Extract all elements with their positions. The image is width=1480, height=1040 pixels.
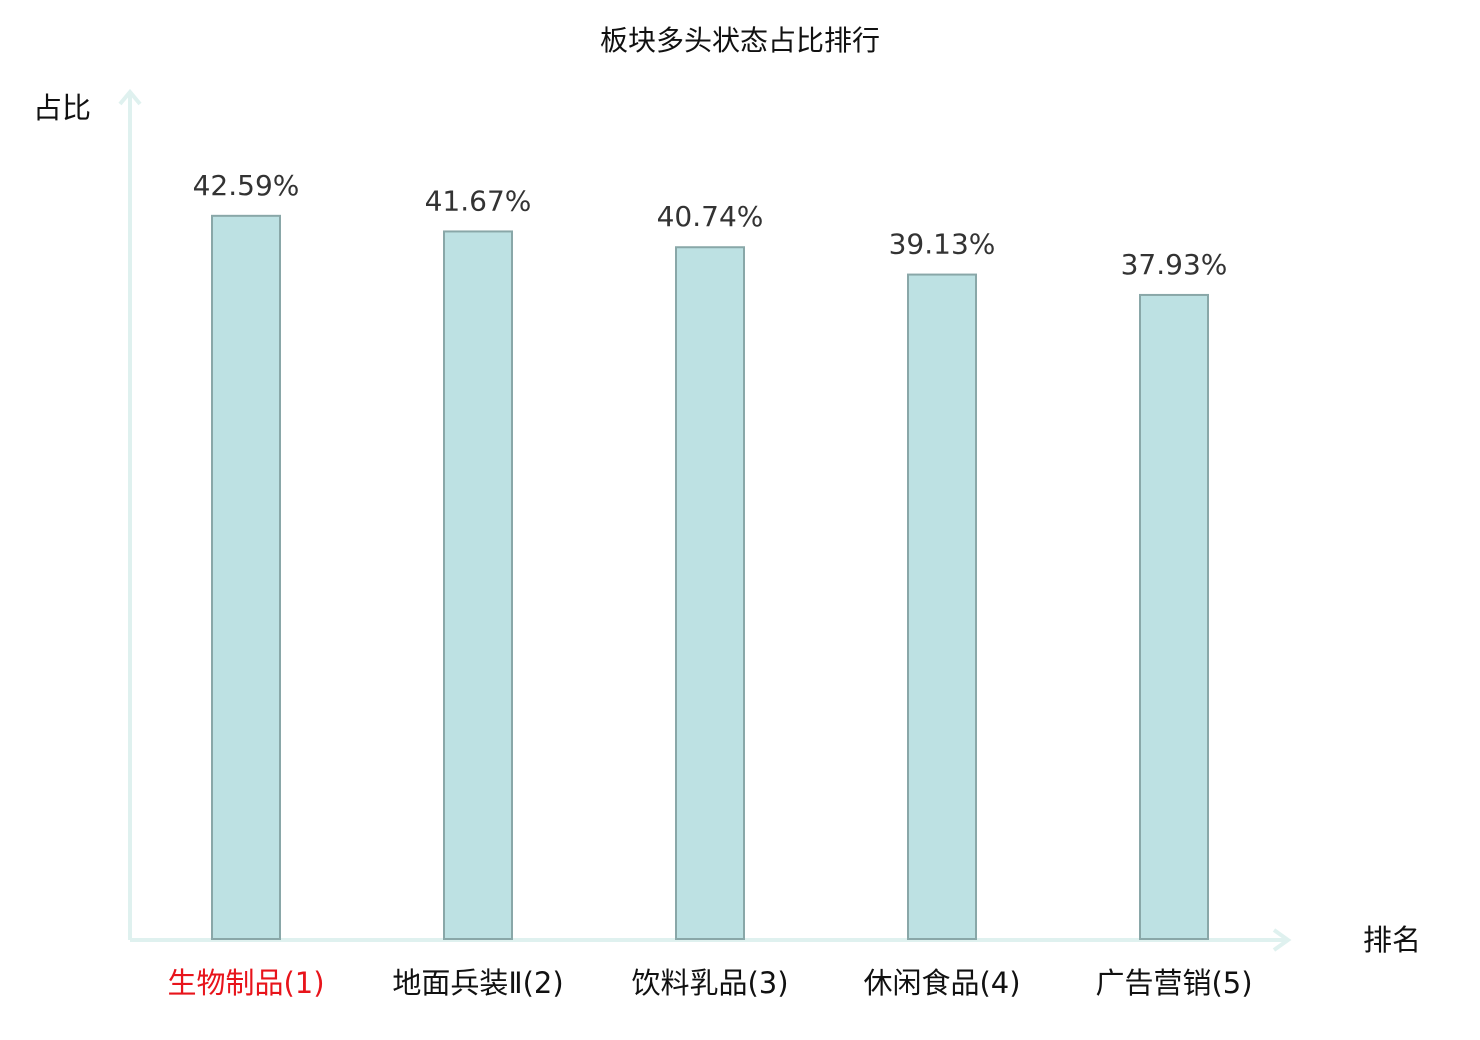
value-label: 37.93% <box>1121 248 1228 281</box>
chart-title: 板块多头状态占比排行 <box>600 24 880 57</box>
x-tick-label: 饮料乳品(3) <box>631 966 789 1000</box>
x-tick-label: 广告营销(5) <box>1095 966 1253 1000</box>
x-axis-label: 排名 <box>1363 923 1421 957</box>
bar <box>1139 293 1209 940</box>
y-arrow <box>118 88 142 106</box>
x-tick-label: 地面兵装Ⅱ(2) <box>392 966 564 1000</box>
value-label: 41.67% <box>425 184 532 217</box>
x-arrow <box>1272 928 1292 952</box>
bar <box>907 273 977 941</box>
bar <box>211 214 281 941</box>
value-label: 40.74% <box>657 200 764 233</box>
bar <box>443 230 513 940</box>
y-axis-label: 占比 <box>33 91 91 125</box>
x-tick-label: 休闲食品(4) <box>863 966 1021 1000</box>
value-label: 42.59% <box>193 169 300 202</box>
x-tick-label: 生物制品(1) <box>167 966 325 1000</box>
bar <box>675 246 745 940</box>
value-label: 39.13% <box>889 228 996 261</box>
